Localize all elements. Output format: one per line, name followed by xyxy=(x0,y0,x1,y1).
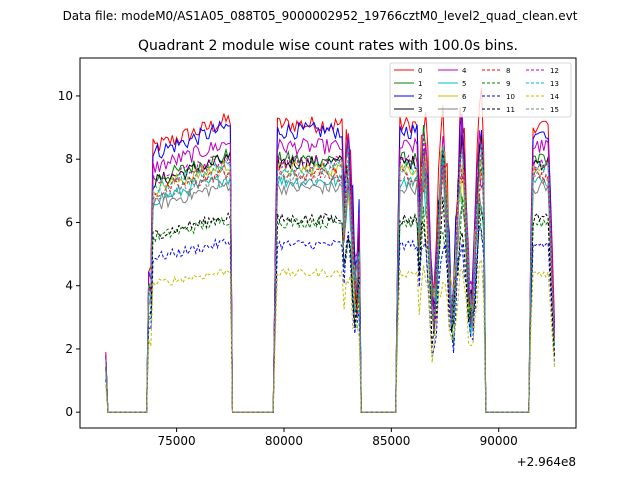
legend-label-12: 12 xyxy=(550,67,559,75)
legend-label-14: 14 xyxy=(550,93,559,101)
legend-label-5: 5 xyxy=(462,80,466,88)
series-line-8 xyxy=(105,152,555,413)
y-tick-label: 8 xyxy=(65,152,73,166)
series-group xyxy=(105,87,555,413)
legend-label-8: 8 xyxy=(506,67,510,75)
chart-title: Quadrant 2 module wise count rates with … xyxy=(138,38,518,54)
series-line-11 xyxy=(105,196,555,413)
legend-label-9: 9 xyxy=(506,80,510,88)
series-line-14 xyxy=(105,258,555,413)
series-line-15 xyxy=(105,146,555,413)
series-line-9 xyxy=(105,196,555,413)
y-tick-label: 6 xyxy=(65,215,73,229)
series-line-3 xyxy=(105,135,555,413)
series-line-10 xyxy=(105,225,555,413)
x-tick-label: 80000 xyxy=(265,434,303,448)
legend-label-1: 1 xyxy=(418,80,422,88)
x-axis-ticks: 75000 80000 85000 90000 xyxy=(158,428,518,448)
y-tick-label: 2 xyxy=(65,342,73,356)
legend-label-11: 11 xyxy=(506,106,515,114)
x-tick-label: 90000 xyxy=(480,434,518,448)
legend-label-10: 10 xyxy=(506,93,515,101)
legend-label-6: 6 xyxy=(462,93,467,101)
chart-suptitle: Data file: modeM0/AS1A05_088T05_90000029… xyxy=(63,9,578,23)
series-line-2 xyxy=(105,113,555,413)
y-axis-ticks: 0 2 4 6 8 10 xyxy=(58,89,80,419)
legend-label-0: 0 xyxy=(418,67,422,75)
x-tick-label: 75000 xyxy=(158,434,196,448)
legend-label-4: 4 xyxy=(462,67,467,75)
y-tick-label: 4 xyxy=(65,279,73,293)
legend-label-2: 2 xyxy=(418,93,422,101)
legend-label-13: 13 xyxy=(550,80,559,88)
y-tick-label: 10 xyxy=(58,89,73,103)
legend-box xyxy=(389,62,572,118)
legend-label-3: 3 xyxy=(418,106,422,114)
legend-label-15: 15 xyxy=(550,106,559,114)
legend-label-7: 7 xyxy=(462,106,466,114)
x-tick-label: 85000 xyxy=(372,434,410,448)
series-line-13 xyxy=(105,143,555,413)
y-tick-label: 0 xyxy=(65,405,73,419)
series-line-7 xyxy=(105,165,555,413)
series-line-5 xyxy=(105,157,555,413)
axes-frame xyxy=(79,57,577,429)
x-offset-text: +2.964e8 xyxy=(517,455,576,469)
series-line-1 xyxy=(105,125,555,413)
series-line-4 xyxy=(105,114,555,413)
